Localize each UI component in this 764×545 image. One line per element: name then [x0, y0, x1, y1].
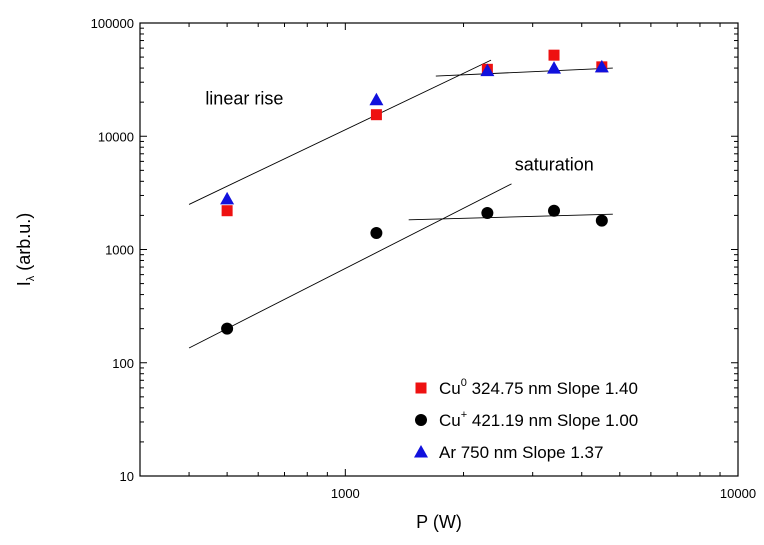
data-point-circle	[548, 204, 561, 217]
y-tick-label: 100	[112, 356, 134, 371]
data-point-circle	[595, 214, 608, 227]
data-point-triangle	[594, 59, 609, 73]
legend-marker-triangle	[414, 445, 428, 458]
y-tick-label: 10	[120, 469, 134, 484]
fit-line	[188, 59, 492, 205]
x-tick-label: 10000	[720, 486, 756, 501]
x-axis-title: P (W)	[416, 512, 462, 532]
legend-label: Cu+ 421.19 nm Slope 1.00	[439, 409, 638, 430]
data-point-triangle	[220, 191, 235, 205]
x-tick-label: 1000	[331, 486, 360, 501]
data-point-square	[548, 49, 560, 61]
annotation-label: linear rise	[205, 89, 283, 109]
y-axis-title: Iλ (arb.u.)	[14, 213, 37, 287]
data-point-square	[370, 109, 382, 121]
y-tick-label: 100000	[91, 16, 134, 31]
data-point-square	[221, 205, 233, 217]
data-point-triangle	[480, 63, 495, 77]
legend-marker-square	[415, 382, 427, 394]
legend-label: Ar 750 nm Slope 1.37	[439, 443, 603, 462]
y-tick-label: 10000	[98, 129, 134, 144]
legend-marker-circle	[415, 414, 427, 426]
data-point-circle	[370, 226, 383, 239]
y-tick-label: 1000	[105, 243, 134, 258]
fit-line	[435, 67, 613, 77]
data-point-circle	[481, 207, 494, 220]
fit-line	[188, 183, 512, 349]
legend-label: Cu0 324.75 nm Slope 1.40	[439, 377, 638, 398]
annotation-label: saturation	[515, 154, 594, 174]
fit-line	[408, 213, 613, 221]
data-point-triangle	[547, 61, 562, 74]
data-point-triangle	[369, 92, 384, 106]
data-point-circle	[221, 322, 234, 335]
